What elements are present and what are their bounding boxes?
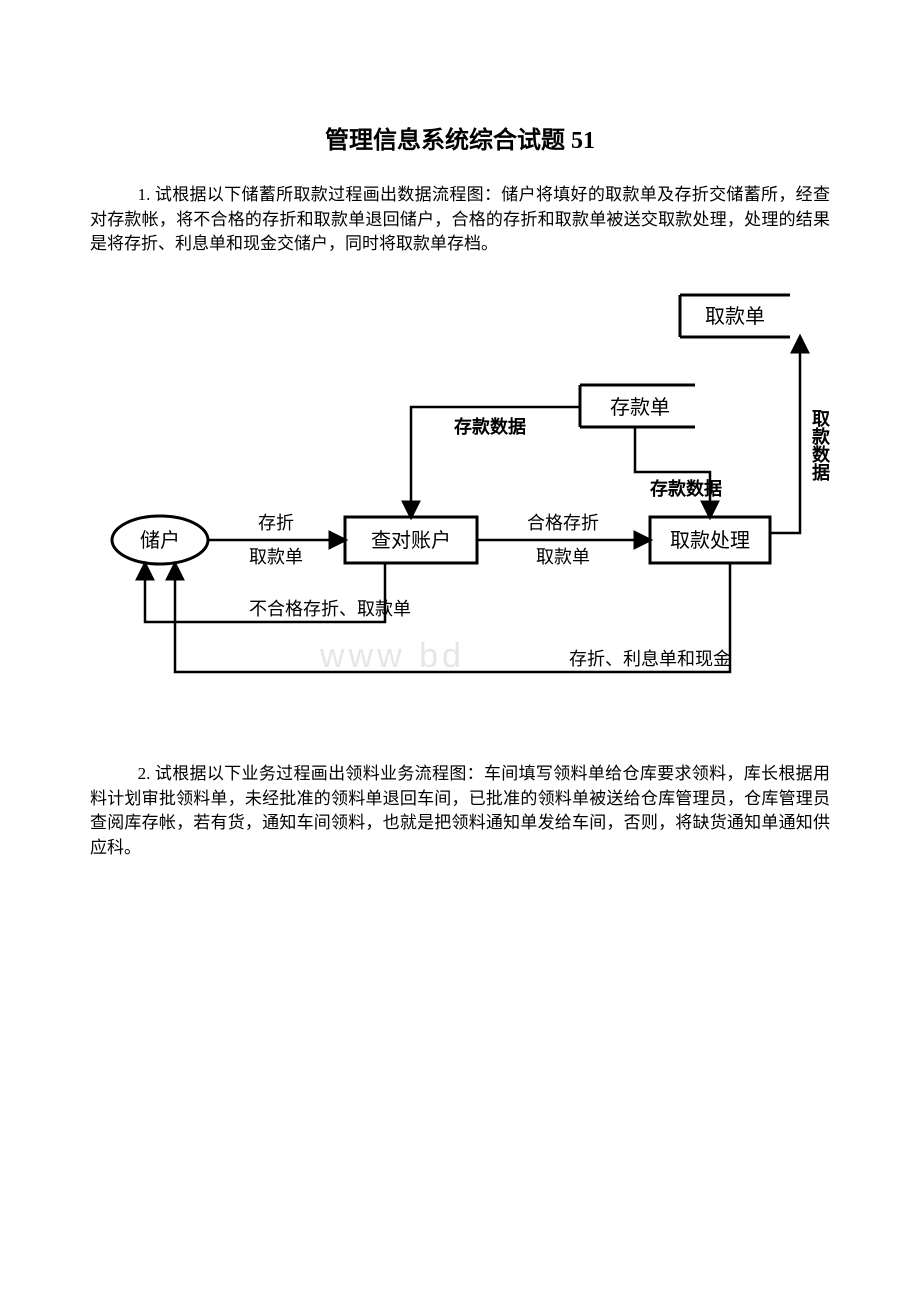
node-qukuanchuli: 取款处理 (650, 517, 770, 563)
watermark-text: www bd (319, 637, 465, 675)
label-edge-lixi: 存折、利息单和现金 (569, 649, 731, 669)
label-edge-qukuandan: 取款单 (249, 547, 303, 567)
node-chuhu: 储户 (112, 516, 208, 564)
label-edge-buhege: 不合格存折、取款单 (249, 599, 411, 619)
label-edge-hege: 合格存折 (527, 513, 599, 533)
label-edge-qukuandan2: 取款单 (536, 547, 590, 567)
question-1: 1. 试根据以下储蓄所取款过程画出数据流程图：储户将填好的取款单及存折交储蓄所，… (90, 183, 830, 257)
label-cundan: 存款单 (610, 396, 670, 419)
node-cundan: 存款单 (580, 385, 695, 427)
flowchart-container: www bd 取款单 存款单 储户 (90, 277, 830, 702)
label-edge-cunkuan2: 存款数据 (650, 478, 722, 499)
label-chadui: 查对账户 (371, 529, 451, 552)
label-chuhu: 储户 (140, 529, 180, 552)
node-chadui: 查对账户 (345, 517, 477, 563)
flowchart-svg: www bd 取款单 存款单 储户 (90, 277, 830, 697)
page-container: 管理信息系统综合试题 51 1. 试根据以下储蓄所取款过程画出数据流程图：储户将… (0, 0, 920, 940)
label-edge-qukuanshuju: 取款数据 (810, 409, 830, 482)
label-qukuanchuli: 取款处理 (670, 529, 750, 552)
label-qukuandan: 取款单 (705, 305, 765, 328)
edge-qukuanchuli-qukuandan (770, 337, 800, 533)
edge-cundan-qukuanchuli (635, 427, 710, 517)
node-qukuandan: 取款单 (680, 295, 790, 337)
label-edge-cunkuan1: 存款数据 (454, 416, 526, 437)
document-title: 管理信息系统综合试题 51 (90, 120, 830, 155)
label-edge-cunzhe: 存折 (258, 513, 294, 533)
question-2: 2. 试根据以下业务过程画出领料业务流程图：车间填写领料单给仓库要求领料，库长根… (90, 762, 830, 861)
